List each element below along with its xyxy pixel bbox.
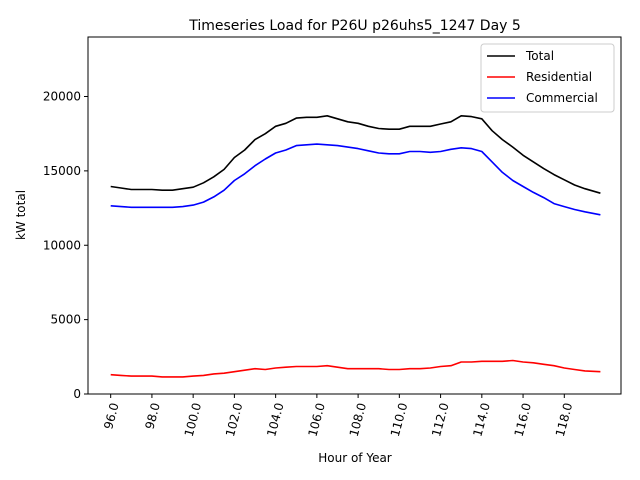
legend-box (480, 43, 615, 113)
y-tick-label: 5000 (50, 313, 81, 327)
x-axis-label: Hour of Year (318, 451, 392, 465)
y-tick-label: 10000 (43, 238, 81, 252)
plot-frame (87, 36, 622, 395)
series-line-commercial (110, 143, 601, 216)
series-line-residential (110, 359, 601, 378)
legend: Total Residential Commercial (480, 43, 615, 113)
legend-label-total: Total (525, 49, 554, 63)
y-tick-label: 0 (73, 387, 81, 401)
y-tick-label: 20000 (43, 90, 81, 104)
series-layer (110, 115, 601, 378)
y-axis-label: kW total (14, 190, 28, 240)
chart-title: Timeseries Load for P26U p26uhs5_1247 Da… (188, 18, 521, 34)
y-tick-label: 15000 (43, 164, 81, 178)
legend-label-residential: Residential (526, 70, 592, 84)
x-tick-label: 98.0 (142, 401, 162, 430)
legend-label-commercial: Commercial (526, 91, 598, 105)
y-axis: 0 5000 10000 15000 20000 (43, 90, 88, 401)
x-tick-label: 96.0 (101, 401, 121, 430)
x-axis: 96.0 98.0 100.0 102.0 104.0 106.0 108.0 110.0 11… (101, 394, 575, 438)
series-line-total (110, 115, 601, 194)
